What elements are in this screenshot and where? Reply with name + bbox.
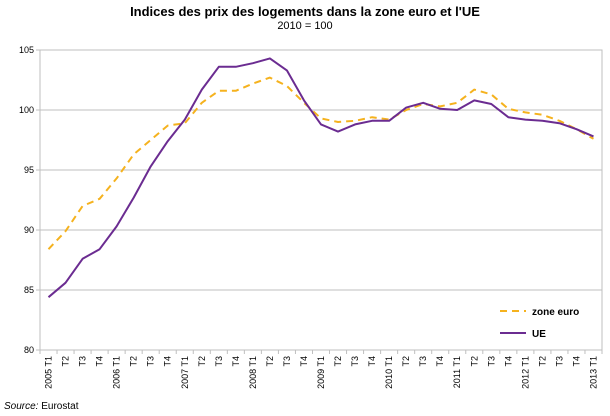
source-label: Source: [4, 401, 39, 412]
x-tick-label: 2010 T1 [384, 356, 394, 389]
series-line-2 [47, 57, 594, 298]
x-tick-label: T2 [265, 356, 275, 367]
y-tick-label: 80 [24, 345, 34, 355]
x-tick-label: 2008 T1 [248, 356, 258, 389]
line-chart: 80 85 90 95 100 105 2005 T1 T2 T3 T4 2006 T1 T2 T3 T… [19, 45, 603, 389]
x-tick-label: T2 [129, 356, 139, 367]
x-tick-label: T4 [571, 356, 581, 367]
y-tick-label: 85 [24, 285, 34, 295]
x-tick-label: T4 [299, 356, 309, 367]
source-value: Eurostat [41, 401, 79, 412]
plot-area [39, 49, 603, 351]
chart-subtitle: 2010 = 100 [277, 20, 333, 32]
x-axis: 2005 T1 T2 T3 T4 2006 T1 T2 T3 T4 2007 T1 T2 T3 T4 2… [39, 350, 603, 389]
x-tick-label: T3 [282, 356, 292, 367]
x-tick-label: T4 [163, 356, 173, 367]
x-tick-label: T3 [78, 356, 88, 367]
x-tick-label: T3 [214, 356, 224, 367]
y-tick-label: 95 [24, 165, 34, 175]
gridlines [40, 49, 602, 351]
legend: zone euro UE [500, 307, 579, 340]
x-tick-label: T4 [435, 356, 445, 367]
chart-title: Indices des prix des logements dans la z… [130, 4, 480, 19]
y-axis: 80 85 90 95 100 105 [19, 45, 40, 355]
x-tick-label: 2005 T1 [44, 356, 54, 389]
x-tick-label: T3 [554, 356, 564, 367]
x-tick-label: T3 [350, 356, 360, 367]
x-tick-label: T2 [537, 356, 547, 367]
x-tick-label: 2013 T1 [588, 356, 598, 389]
x-tick-label: 2007 T1 [180, 356, 190, 389]
x-tick-label: T4 [503, 356, 513, 367]
y-tick-label: 90 [24, 225, 34, 235]
series-line-1 [47, 76, 594, 250]
x-tick-label: 2009 T1 [316, 356, 326, 389]
source-note: Source: Eurostat [4, 401, 79, 412]
x-tick-label: T3 [486, 356, 496, 367]
x-tick-label: 2006 T1 [112, 356, 122, 389]
x-tick-label: T2 [61, 356, 71, 367]
x-tick-label: 2012 T1 [520, 356, 530, 389]
x-tick-label: 2011 T1 [452, 356, 462, 388]
x-tick-label: T2 [469, 356, 479, 367]
x-tick-label: T2 [333, 356, 343, 367]
x-tick-label: T2 [401, 356, 411, 367]
legend-label: UE [532, 329, 546, 340]
x-tick-label: T3 [146, 356, 156, 367]
series-lines [47, 57, 594, 298]
legend-label: zone euro [532, 307, 579, 318]
x-tick-label: T4 [367, 356, 377, 367]
x-tick-label: T2 [197, 356, 207, 367]
x-tick-label: T4 [231, 356, 241, 367]
y-tick-label: 100 [19, 105, 34, 115]
y-tick-label: 105 [19, 45, 34, 55]
x-tick-label: T3 [418, 356, 428, 367]
x-tick-label: T4 [95, 356, 105, 367]
